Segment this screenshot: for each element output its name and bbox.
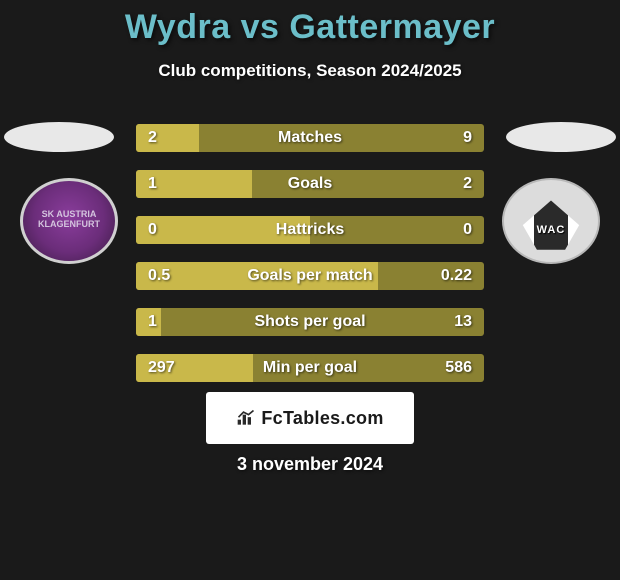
stat-bar: 297 Min per goal 586 <box>136 354 484 382</box>
stat-value-left: 1 <box>148 175 157 193</box>
club-logo-right: WAC <box>502 178 600 264</box>
stat-value-left: 1 <box>148 313 157 331</box>
stat-label: Goals <box>288 175 332 193</box>
stat-value-right: 9 <box>463 129 472 147</box>
page-title: Wydra vs Gattermayer <box>0 0 620 47</box>
stat-bar-left-fill <box>136 124 199 152</box>
chart-icon <box>236 409 256 427</box>
stat-label: Shots per goal <box>254 313 365 331</box>
stat-value-left: 2 <box>148 129 157 147</box>
stat-value-left: 297 <box>148 359 175 377</box>
stat-value-right: 13 <box>454 313 472 331</box>
branding-text: FcTables.com <box>261 408 383 429</box>
subtitle: Club competitions, Season 2024/2025 <box>0 61 620 81</box>
stat-label: Min per goal <box>263 359 357 377</box>
stat-value-left: 0.5 <box>148 267 170 285</box>
stat-bar: 0 Hattricks 0 <box>136 216 484 244</box>
stat-value-right: 0 <box>463 221 472 239</box>
club-logo-right-shield <box>504 180 598 262</box>
stat-label: Matches <box>278 129 342 147</box>
stat-value-right: 2 <box>463 175 472 193</box>
stat-value-right: 586 <box>445 359 472 377</box>
comparison-bars: 2 Matches 9 1 Goals 2 0 Hattricks 0 0.5 Goals per … <box>136 124 484 400</box>
date-label: 3 november 2024 <box>0 454 620 475</box>
player-ellipse-left <box>4 122 114 152</box>
player-ellipse-right <box>506 122 616 152</box>
stat-bar: 1 Goals 2 <box>136 170 484 198</box>
stat-bar: 1 Shots per goal 13 <box>136 308 484 336</box>
branding-badge: FcTables.com <box>206 392 414 444</box>
club-logo-left-label: SK AUSTRIAKLAGENFURT <box>38 210 100 230</box>
club-logo-left: SK AUSTRIAKLAGENFURT <box>20 178 118 264</box>
stat-bar: 2 Matches 9 <box>136 124 484 152</box>
stat-bar: 0.5 Goals per match 0.22 <box>136 262 484 290</box>
stat-value-right: 0.22 <box>441 267 472 285</box>
stat-value-left: 0 <box>148 221 157 239</box>
stat-label: Goals per match <box>247 267 372 285</box>
club-logo-right-label: WAC <box>504 224 598 236</box>
stat-label: Hattricks <box>276 221 344 239</box>
